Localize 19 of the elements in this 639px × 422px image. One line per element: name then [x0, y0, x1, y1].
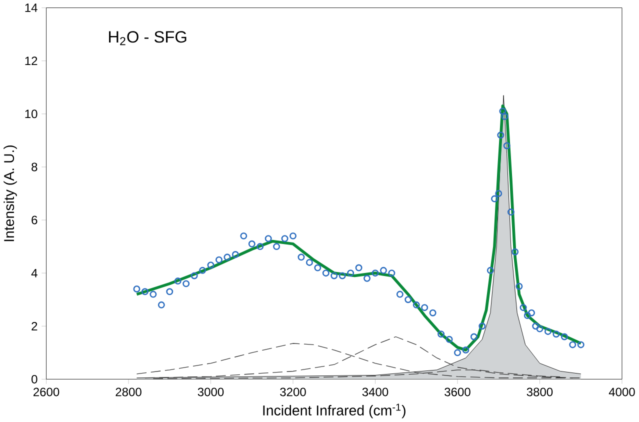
- x-axis-title: Incident Infrared (cm$^{-1}$): [263, 404, 406, 418]
- y-tick-label: 10: [25, 110, 38, 118]
- x-tick-label: 2600: [34, 388, 60, 396]
- x-tick-label: 3800: [526, 388, 553, 396]
- x-tick-label: 3400: [362, 388, 388, 396]
- y-axis-title: Intensity (A. U.): [4, 145, 17, 242]
- x-tick-label: 4000: [608, 388, 635, 396]
- x-tick-label: 2800: [116, 388, 142, 396]
- x-tick-label: 3200: [280, 388, 306, 396]
- y-tick-label: 4: [31, 269, 38, 278]
- y-tick-label: 0: [32, 375, 38, 384]
- y-tick-label: 6: [32, 216, 38, 224]
- y-tick-label: 2: [32, 322, 38, 330]
- x-tick-label: 3600: [444, 388, 470, 396]
- y-tick-label: 8: [32, 162, 38, 172]
- y-tick-label: 12: [25, 56, 38, 66]
- text: H$_{2}$O - SFG: [109, 31, 186, 46]
- y-tick-label: 14: [25, 4, 38, 12]
- x-tick-label: 3000: [198, 388, 224, 396]
